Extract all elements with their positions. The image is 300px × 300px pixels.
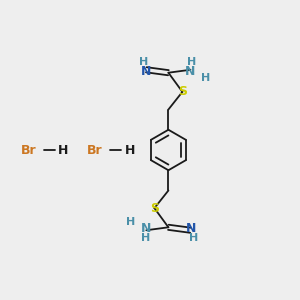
- Text: H: H: [124, 143, 135, 157]
- Text: N: N: [185, 65, 196, 78]
- Text: S: S: [150, 202, 159, 215]
- Text: S: S: [178, 85, 187, 98]
- Text: N: N: [186, 222, 196, 235]
- Text: H: H: [58, 143, 69, 157]
- Text: H: H: [187, 57, 196, 67]
- Text: H: H: [139, 57, 148, 67]
- Text: Br: Br: [87, 143, 103, 157]
- Text: H: H: [126, 217, 136, 227]
- Text: H: H: [189, 233, 198, 243]
- Text: N: N: [141, 222, 152, 235]
- Text: H: H: [201, 73, 211, 83]
- Text: Br: Br: [21, 143, 36, 157]
- Text: N: N: [140, 65, 151, 78]
- Text: H: H: [141, 233, 150, 243]
